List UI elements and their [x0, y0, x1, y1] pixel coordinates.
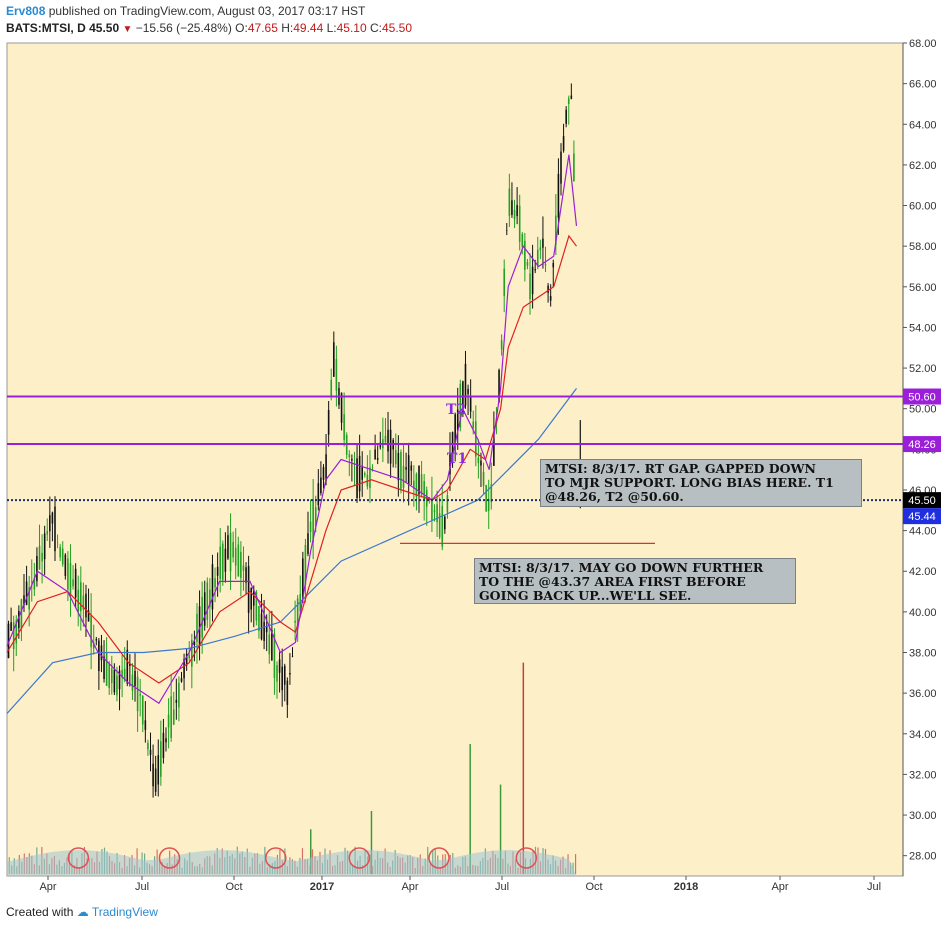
- last-price-badge: [903, 492, 941, 509]
- low-label: L:: [326, 21, 337, 35]
- level-badge-label: 48.26: [908, 439, 936, 451]
- tradingview-logo-icon: ☁: [76, 905, 89, 919]
- annotation-note-gap[interactable]: MTSI: 8/3/17. RT GAP. GAPPED DOWN TO MJR…: [540, 459, 862, 507]
- t2-label: T2: [446, 402, 467, 418]
- low-value: 45.10: [336, 21, 367, 35]
- y-tick-label: 64.00: [909, 119, 937, 131]
- x-tick-label: 2018: [674, 881, 698, 893]
- y-tick-label: 36.00: [909, 688, 937, 700]
- x-tick-label: 2017: [310, 881, 334, 893]
- volume-ma-area: [7, 850, 577, 876]
- close-label: C:: [369, 21, 382, 35]
- level-badge: [903, 436, 941, 453]
- publish-line: Erv808 published on TradingView.com, Aug…: [6, 3, 412, 20]
- y-tick-label: 66.00: [909, 79, 937, 91]
- earnings-marker-icon: [348, 847, 371, 869]
- change-value: −15.56 (−25.48%): [135, 21, 232, 35]
- high-label: H:: [281, 21, 294, 35]
- x-tick-label: Apr: [401, 881, 418, 893]
- level-badge-label: 50.60: [908, 392, 936, 404]
- ma-mid-line: [6, 234, 577, 684]
- y-tick-label: 52.00: [909, 363, 937, 375]
- bid-price-badge-label: 45.44: [908, 511, 936, 523]
- y-tick-label: 60.00: [909, 201, 937, 213]
- y-tick-label: 30.00: [909, 810, 937, 822]
- earnings-marker-icon: [428, 847, 450, 869]
- x-tick-label: Jul: [867, 881, 881, 893]
- open-label: O:: [235, 21, 248, 35]
- bid-price-badge: [903, 508, 941, 525]
- price-chart[interactable]: 28.00 30.00 32.00 34.00 36.00 38.00 40.00 42.00…: [0, 0, 949, 900]
- y-tick-label: 62.00: [909, 160, 937, 172]
- y-tick-label: 28.00: [909, 851, 937, 863]
- x-tick-label: Oct: [225, 881, 242, 893]
- y-tick-label: 40.00: [909, 607, 937, 619]
- earnings-marker-icon: [515, 847, 538, 869]
- high-value: 49.44: [293, 21, 324, 35]
- ohlc-line: BATS:MTSI, D 45.50 ▼ −15.56 (−25.48%) O:…: [6, 20, 412, 38]
- x-tick-label: Jul: [495, 881, 509, 893]
- close-value: 45.50: [381, 21, 413, 35]
- last-price-badge-label: 45.50: [908, 495, 936, 507]
- x-tick-label: Apr: [39, 881, 56, 893]
- y-tick-label: 38.00: [909, 648, 937, 660]
- y-tick-label: 58.00: [909, 241, 937, 253]
- earnings-marker-icon: [158, 847, 181, 869]
- t1-label: T1: [447, 451, 468, 467]
- y-tick-label: 42.00: [909, 566, 937, 578]
- level-badge: [903, 388, 941, 405]
- tradingview-link[interactable]: TradingView: [91, 905, 158, 919]
- last-price: 45.50: [89, 21, 120, 35]
- author-link[interactable]: Erv808: [6, 4, 46, 18]
- x-tick-label: Oct: [585, 881, 602, 893]
- down-arrow-icon: ▼: [122, 24, 133, 35]
- x-tick-label: Apr: [771, 881, 788, 893]
- y-tick-label: 32.00: [909, 769, 937, 781]
- earnings-marker-icon: [265, 847, 287, 869]
- y-tick-label: 56.00: [909, 282, 937, 294]
- x-tick-label: Jul: [135, 881, 149, 893]
- publish-info: published on TradingView.com, August 03,…: [48, 4, 366, 18]
- open-value: 47.65: [247, 21, 278, 35]
- created-with-label: Created with: [6, 905, 74, 919]
- y-tick-label: 34.00: [909, 729, 937, 741]
- annotation-note-support[interactable]: MTSI: 8/3/17. MAY GO DOWN FURTHER TO THE…: [474, 558, 796, 604]
- symbol-label[interactable]: BATS:MTSI, D: [6, 21, 86, 35]
- y-tick-label: 54.00: [909, 322, 937, 334]
- y-tick-label: 44.00: [909, 526, 937, 538]
- footer: Created with ☁ TradingView: [6, 905, 158, 919]
- earnings-marker-icon: [67, 847, 90, 869]
- y-tick-label: 68.00: [909, 38, 937, 50]
- y-tick-label: 50.00: [909, 404, 937, 416]
- ma-fast-line: [6, 154, 578, 705]
